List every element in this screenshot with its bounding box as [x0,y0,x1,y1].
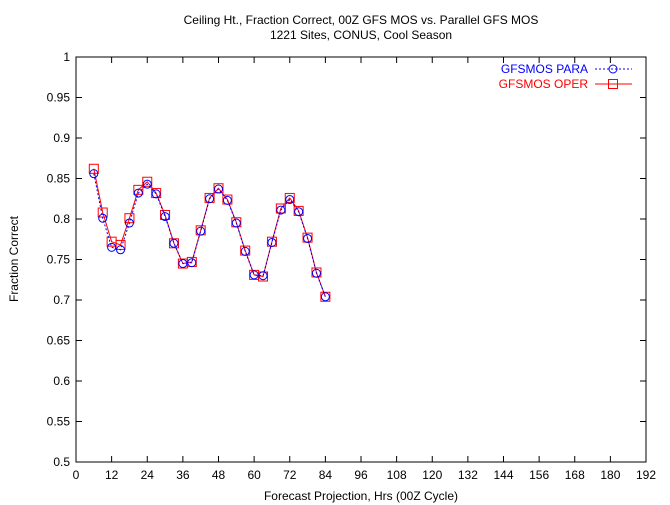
y-tick-label: 0.6 [53,374,70,388]
data-point [178,259,188,269]
data-point [88,163,99,174]
legend-marker-sample [608,79,618,89]
data-point [258,271,268,281]
data-point [107,242,117,252]
y-tick-label: 0.5 [53,455,70,469]
data-point [160,209,171,220]
y-axis-title: Fraction Correct [7,215,21,302]
data-point [285,195,295,205]
data-point [124,218,134,228]
data-point [205,194,215,204]
data-point [187,258,197,268]
data-point [320,292,330,302]
y-tick-label: 0.95 [47,91,71,105]
x-tick-label: 48 [212,468,226,482]
x-tick-label: 36 [176,468,190,482]
x-tick-label: 180 [600,468,620,482]
legend-label: GFSMOS PARA [501,62,588,76]
data-point [231,218,241,228]
x-tick-label: 192 [636,468,656,482]
y-tick-label: 0.7 [53,293,70,307]
y-tick-label: 0.8 [53,212,70,226]
data-point [249,270,259,280]
x-tick-label: 156 [529,468,549,482]
plot-frame [75,56,647,463]
x-tick-label: 132 [458,468,478,482]
x-tick-label: 72 [283,468,297,482]
data-point [284,192,295,203]
data-point [89,169,99,179]
data-point [267,237,277,247]
x-tick-label: 108 [387,468,407,482]
chart-title: Ceiling Ht., Fraction Correct, 00Z GFS M… [184,13,539,27]
data-point [196,226,206,236]
x-tick-label: 60 [247,468,261,482]
y-axis: 0.5 0.55 0.6 0.65 0.7 0.75 0.8 0.85 0.9 0.95 1 [47,50,646,469]
data-point [311,268,321,278]
series-square [88,163,331,302]
data-point [142,179,152,189]
data-point [169,238,179,248]
series-group [88,163,331,302]
x-tick-label: 84 [319,468,333,482]
data-point [214,184,223,194]
legend-label: GFSMOS OPER [499,77,589,91]
x-axis: 0 12 24 36 48 60 72 84 96 108 120 132 144 156 168 180 19… [73,57,656,482]
data-point [303,233,313,243]
data-point [222,195,232,205]
y-tick-label: 0.55 [47,415,71,429]
x-tick-label: 24 [141,468,155,482]
series-circle [89,169,330,302]
y-tick-label: 0.65 [47,334,71,348]
x-tick-label: 168 [565,468,585,482]
data-point [160,212,170,222]
data-point [116,245,126,255]
chart-subtitle: 1221 Sites, CONUS, Cool Season [270,28,452,42]
data-point [275,203,286,214]
x-tick-label: 0 [73,468,80,482]
data-point [98,213,108,223]
data-point [142,176,153,187]
data-point [240,246,250,256]
series-line [93,173,326,297]
y-tick-label: 0.75 [47,253,71,267]
x-tick-label: 12 [105,468,119,482]
x-axis-title: Forecast Projection, Hrs (00Z Cycle) [264,489,458,503]
y-tick-label: 0.85 [47,172,71,186]
x-tick-label: 144 [493,468,513,482]
data-point [133,188,143,198]
data-point [133,184,144,195]
data-point [294,207,304,217]
series-line [93,168,326,297]
data-point [276,205,286,215]
x-tick-label: 120 [422,468,442,482]
plot-border [75,56,647,463]
x-tick-label: 96 [354,468,368,482]
data-point [151,189,161,199]
y-tick-label: 0.9 [53,131,70,145]
y-tick-label: 1 [63,50,70,64]
legend-marker-sample [608,64,618,74]
